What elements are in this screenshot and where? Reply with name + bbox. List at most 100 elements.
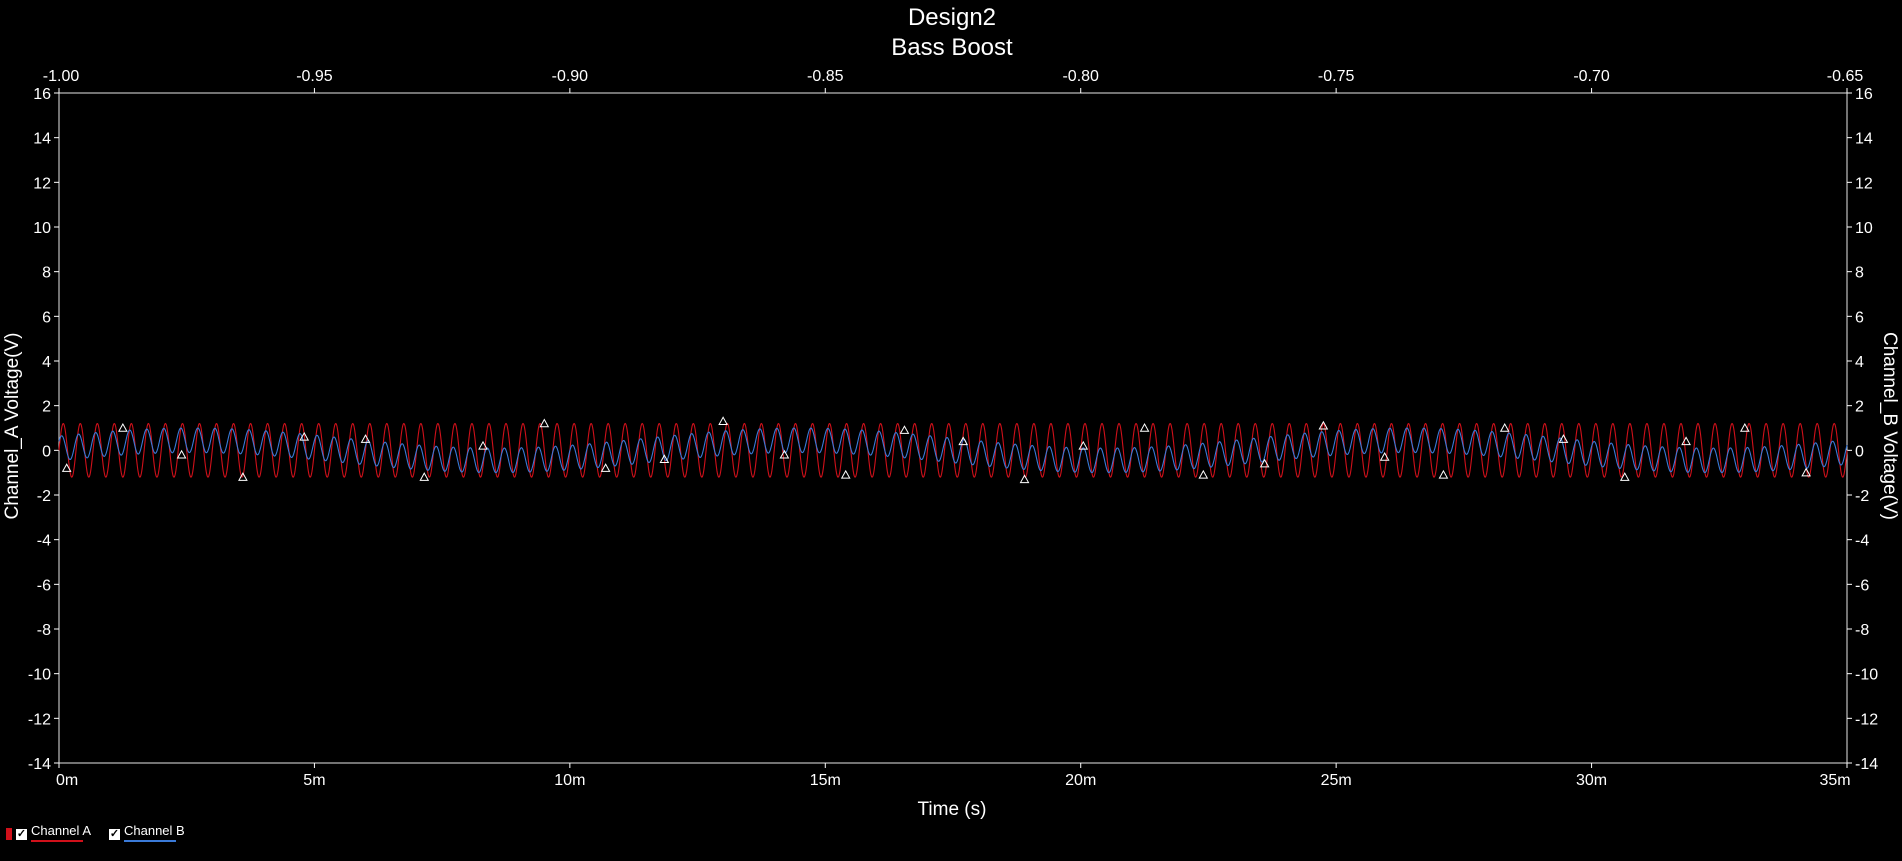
y-tick-label-right: 12 (1855, 175, 1873, 192)
y-tick-label-right: 14 (1855, 131, 1873, 148)
legend-line-channel-a (31, 840, 83, 842)
legend-item-channel-b[interactable]: ✓ Channel B (109, 824, 185, 842)
y-tick-label-left: 14 (33, 131, 51, 148)
y-axis-label-left: Channel_A Voltage(V) (2, 333, 23, 520)
legend-item-channel-a[interactable]: ✓ Channel A (6, 824, 91, 842)
x-ticks-bottom: 0m 5m 10m 15m 20m 25m 30m 35m (56, 763, 1851, 789)
data-marker (1379, 452, 1390, 461)
data-marker (478, 440, 488, 450)
y-tick-label-right: 8 (1855, 265, 1864, 282)
y-tick-label-left: -12 (28, 711, 51, 728)
x-tick-label-top: -0.85 (807, 68, 844, 85)
x-axis-label: Time (s) (918, 799, 987, 820)
series-group (58, 422, 1848, 478)
y-tick-label-right: 4 (1855, 354, 1864, 371)
data-marker (1681, 436, 1691, 446)
plot-area-frame (58, 92, 1848, 764)
y-tick-label-left: 6 (42, 309, 51, 326)
y-ticks-left: 16 14 12 10 8 6 4 2 0 -2 -4 -6 -8 -10 -12 -14 (28, 86, 59, 773)
legend-checkbox-channel-a[interactable]: ✓ (16, 828, 27, 840)
series-line-channel-b (58, 427, 1848, 474)
x-tick-label-bottom: 10m (554, 772, 585, 789)
x-tick-label-top: -0.80 (1062, 68, 1099, 85)
data-marker (1499, 422, 1510, 432)
y-tick-label-right: -4 (1855, 533, 1869, 550)
x-tick-label-bottom: 35m (1819, 772, 1850, 789)
data-marker (1259, 458, 1270, 468)
x-tick-label-bottom: 20m (1065, 772, 1096, 789)
markers-group (61, 416, 1811, 484)
y-axis-label-right: Channel_B Voltage(V) (1879, 332, 1900, 520)
x-tick-label-top: -0.70 (1573, 68, 1610, 85)
y-tick-label-left: 16 (33, 86, 51, 103)
data-marker (1438, 469, 1449, 479)
x-tick-label-top: -1.00 (43, 68, 80, 85)
data-marker (659, 454, 670, 463)
y-tick-label-right: 6 (1855, 309, 1864, 326)
legend-swatch-channel-a (6, 828, 12, 840)
data-marker (1198, 469, 1209, 479)
x-tick-label-top: -0.75 (1318, 68, 1355, 85)
y-tick-label-left: -10 (28, 667, 51, 684)
y-tick-label-right: -8 (1855, 622, 1869, 639)
data-marker (600, 463, 611, 472)
data-marker (419, 472, 430, 481)
y-tick-label-left: 8 (42, 265, 51, 282)
data-marker (1078, 440, 1089, 450)
y-tick-label-right: -14 (1855, 756, 1878, 773)
data-marker (1139, 422, 1150, 432)
x-tick-label-top: -0.65 (1827, 68, 1864, 85)
x-tick-label-bottom: 0m (56, 772, 78, 789)
data-marker (840, 469, 851, 479)
data-marker (1019, 474, 1030, 484)
y-tick-label-right: -10 (1855, 667, 1878, 684)
legend-line-channel-b (124, 840, 176, 842)
data-marker (718, 416, 728, 425)
x-tick-label-bottom: 15m (810, 772, 841, 789)
legend-checkbox-channel-b[interactable]: ✓ (109, 828, 120, 840)
x-tick-label-bottom: 30m (1576, 772, 1607, 789)
data-marker (360, 434, 371, 443)
y-tick-label-right: 10 (1855, 220, 1873, 237)
x-tick-label-bottom: 5m (303, 772, 325, 789)
data-marker (118, 422, 128, 432)
y-tick-label-left: -8 (37, 622, 51, 639)
y-tick-label-left: 2 (42, 399, 51, 416)
y-tick-label-left: 4 (42, 354, 51, 371)
data-marker (61, 463, 72, 472)
data-marker (1739, 422, 1750, 432)
y-tick-label-left: 12 (33, 175, 51, 192)
data-marker (1318, 420, 1329, 430)
series-line-channel-a (58, 422, 1848, 478)
data-marker (958, 436, 969, 446)
y-tick-label-left: 10 (33, 220, 51, 237)
y-ticks-right: 16 14 12 10 8 6 4 2 0 -2 -4 -6 -8 -10 -12 -14 (1847, 86, 1878, 773)
x-tick-label-top: -0.95 (296, 68, 333, 85)
legend: ✓ Channel A ✓ Channel B (6, 822, 185, 844)
legend-label-channel-b: Channel B (124, 823, 185, 838)
data-marker (539, 418, 550, 428)
y-tick-label-right: 0 (1855, 443, 1864, 460)
y-tick-label-left: -4 (37, 533, 51, 550)
data-marker (1619, 472, 1630, 481)
data-marker (899, 425, 910, 434)
data-marker (779, 449, 790, 459)
y-tick-label-right: 16 (1855, 86, 1873, 103)
x-tick-label-bottom: 25m (1321, 772, 1352, 789)
data-marker (1558, 434, 1569, 443)
y-tick-label-right: -6 (1855, 577, 1869, 594)
y-tick-label-right: -12 (1855, 711, 1878, 728)
x-ticks-top: -1.00 -0.95 -0.90 -0.85 -0.80 -0.75 -0.70 -0.65 (43, 68, 1864, 93)
y-tick-label-left: 0 (42, 443, 51, 460)
chart-title: Design2 (908, 4, 996, 31)
data-marker (176, 449, 187, 459)
data-marker (238, 472, 248, 481)
chart-subtitle: Bass Boost (891, 34, 1013, 61)
data-marker (299, 431, 310, 441)
y-tick-label-right: 2 (1855, 399, 1864, 416)
y-tick-label-left: -6 (37, 577, 51, 594)
legend-label-channel-a: Channel A (31, 823, 91, 838)
y-tick-label-left: -2 (37, 488, 51, 505)
